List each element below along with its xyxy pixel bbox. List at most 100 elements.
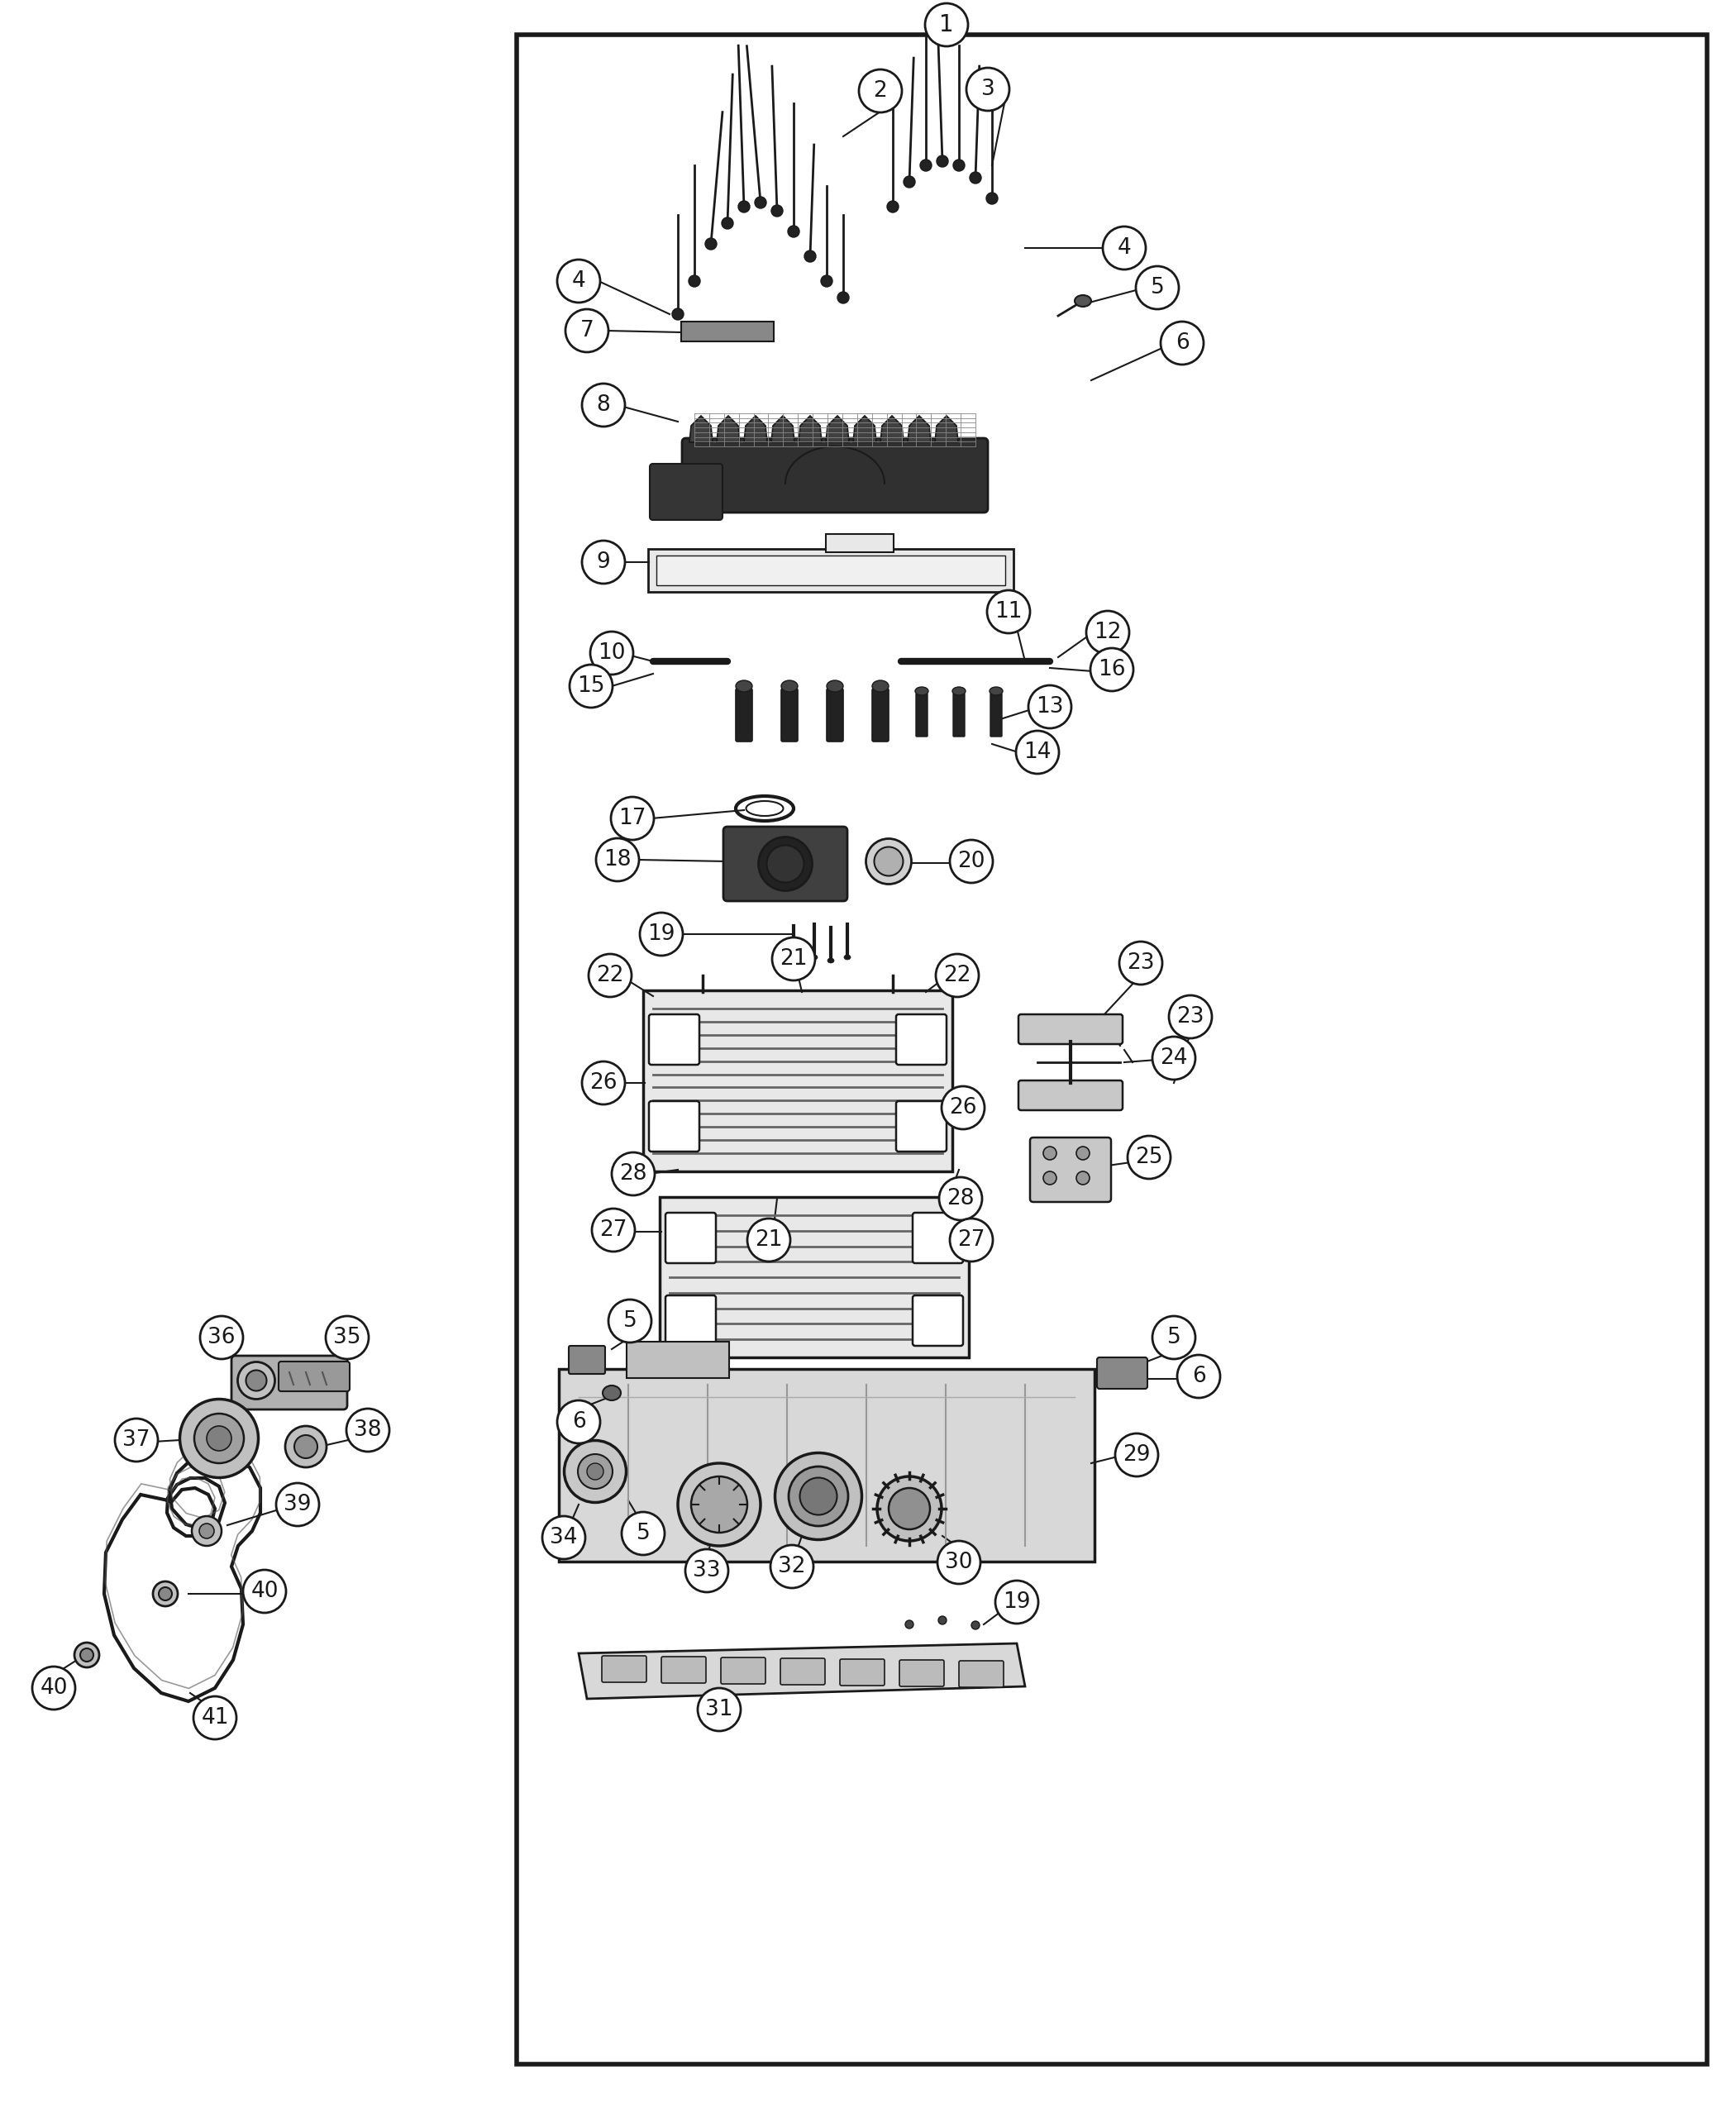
Ellipse shape <box>181 1400 259 1478</box>
Text: 6: 6 <box>1191 1366 1205 1387</box>
Ellipse shape <box>200 1524 214 1539</box>
Ellipse shape <box>826 681 844 691</box>
Ellipse shape <box>774 1452 861 1539</box>
Ellipse shape <box>722 217 733 230</box>
Ellipse shape <box>1128 1136 1170 1178</box>
Text: 34: 34 <box>550 1526 578 1549</box>
Text: 12: 12 <box>1094 622 1121 643</box>
FancyBboxPatch shape <box>682 438 988 512</box>
Text: 37: 37 <box>123 1429 151 1450</box>
Ellipse shape <box>578 1455 613 1488</box>
FancyBboxPatch shape <box>648 548 1014 592</box>
Ellipse shape <box>937 1541 981 1583</box>
FancyBboxPatch shape <box>1019 1081 1123 1111</box>
Ellipse shape <box>698 1689 741 1731</box>
Ellipse shape <box>788 226 799 238</box>
Text: 22: 22 <box>943 965 970 987</box>
FancyBboxPatch shape <box>826 689 844 742</box>
Ellipse shape <box>889 1488 930 1528</box>
Text: 13: 13 <box>1036 696 1064 717</box>
FancyBboxPatch shape <box>896 1014 946 1065</box>
Ellipse shape <box>677 1463 760 1545</box>
Text: 5: 5 <box>1167 1326 1180 1349</box>
Ellipse shape <box>1161 323 1203 365</box>
Ellipse shape <box>1075 295 1092 306</box>
Ellipse shape <box>972 1621 979 1629</box>
FancyBboxPatch shape <box>649 1100 700 1151</box>
Ellipse shape <box>1153 1037 1196 1079</box>
Ellipse shape <box>1076 1147 1090 1159</box>
Ellipse shape <box>542 1516 585 1560</box>
Text: 6: 6 <box>571 1410 585 1433</box>
FancyBboxPatch shape <box>913 1212 963 1263</box>
FancyBboxPatch shape <box>990 694 1002 736</box>
Text: 7: 7 <box>580 320 594 341</box>
Ellipse shape <box>590 632 634 675</box>
Text: 4: 4 <box>1118 238 1132 259</box>
FancyBboxPatch shape <box>871 689 889 742</box>
Polygon shape <box>771 415 795 443</box>
Ellipse shape <box>582 540 625 584</box>
Ellipse shape <box>767 845 804 883</box>
Ellipse shape <box>986 192 998 204</box>
Text: 27: 27 <box>599 1218 627 1242</box>
Ellipse shape <box>608 1299 651 1343</box>
Ellipse shape <box>746 801 783 816</box>
FancyBboxPatch shape <box>720 1657 766 1684</box>
Text: 30: 30 <box>944 1551 972 1573</box>
Ellipse shape <box>1043 1172 1057 1185</box>
Polygon shape <box>578 1644 1024 1699</box>
FancyBboxPatch shape <box>649 464 722 521</box>
Text: 41: 41 <box>201 1707 229 1729</box>
Ellipse shape <box>1115 1433 1158 1476</box>
FancyBboxPatch shape <box>665 1296 715 1345</box>
Ellipse shape <box>326 1315 368 1360</box>
Polygon shape <box>852 415 877 443</box>
Ellipse shape <box>602 1385 621 1400</box>
Ellipse shape <box>691 1476 746 1533</box>
Text: 10: 10 <box>597 643 625 664</box>
Text: 33: 33 <box>693 1560 720 1581</box>
Ellipse shape <box>887 200 899 213</box>
FancyBboxPatch shape <box>559 1368 1094 1562</box>
Ellipse shape <box>759 837 812 892</box>
Ellipse shape <box>75 1642 99 1667</box>
Ellipse shape <box>686 1549 729 1592</box>
FancyBboxPatch shape <box>896 1100 946 1151</box>
Text: 21: 21 <box>755 1229 783 1250</box>
Ellipse shape <box>937 156 948 167</box>
Ellipse shape <box>950 839 993 883</box>
FancyBboxPatch shape <box>656 557 1005 586</box>
Ellipse shape <box>936 955 979 997</box>
Ellipse shape <box>247 1370 267 1391</box>
Ellipse shape <box>781 681 799 691</box>
FancyBboxPatch shape <box>917 694 927 736</box>
Ellipse shape <box>988 590 1029 632</box>
Text: 21: 21 <box>779 949 807 970</box>
FancyBboxPatch shape <box>602 1655 646 1682</box>
Ellipse shape <box>1028 685 1071 727</box>
Ellipse shape <box>582 1062 625 1105</box>
Ellipse shape <box>295 1436 318 1459</box>
FancyBboxPatch shape <box>569 1345 606 1374</box>
FancyBboxPatch shape <box>958 1661 1003 1686</box>
Ellipse shape <box>705 238 717 249</box>
Ellipse shape <box>866 839 911 883</box>
Ellipse shape <box>1120 942 1163 984</box>
Text: 9: 9 <box>597 552 611 573</box>
Text: 4: 4 <box>571 270 585 291</box>
Text: 39: 39 <box>283 1495 311 1516</box>
Ellipse shape <box>1090 647 1134 691</box>
FancyBboxPatch shape <box>681 323 774 341</box>
FancyBboxPatch shape <box>278 1362 349 1391</box>
Ellipse shape <box>746 1218 790 1261</box>
FancyBboxPatch shape <box>1019 1014 1123 1043</box>
Ellipse shape <box>939 1176 983 1221</box>
Ellipse shape <box>828 959 833 963</box>
Ellipse shape <box>950 1218 993 1261</box>
Ellipse shape <box>1153 1315 1196 1360</box>
Text: 8: 8 <box>597 394 611 415</box>
Ellipse shape <box>689 276 700 287</box>
Text: 24: 24 <box>1160 1048 1187 1069</box>
Ellipse shape <box>193 1697 236 1739</box>
